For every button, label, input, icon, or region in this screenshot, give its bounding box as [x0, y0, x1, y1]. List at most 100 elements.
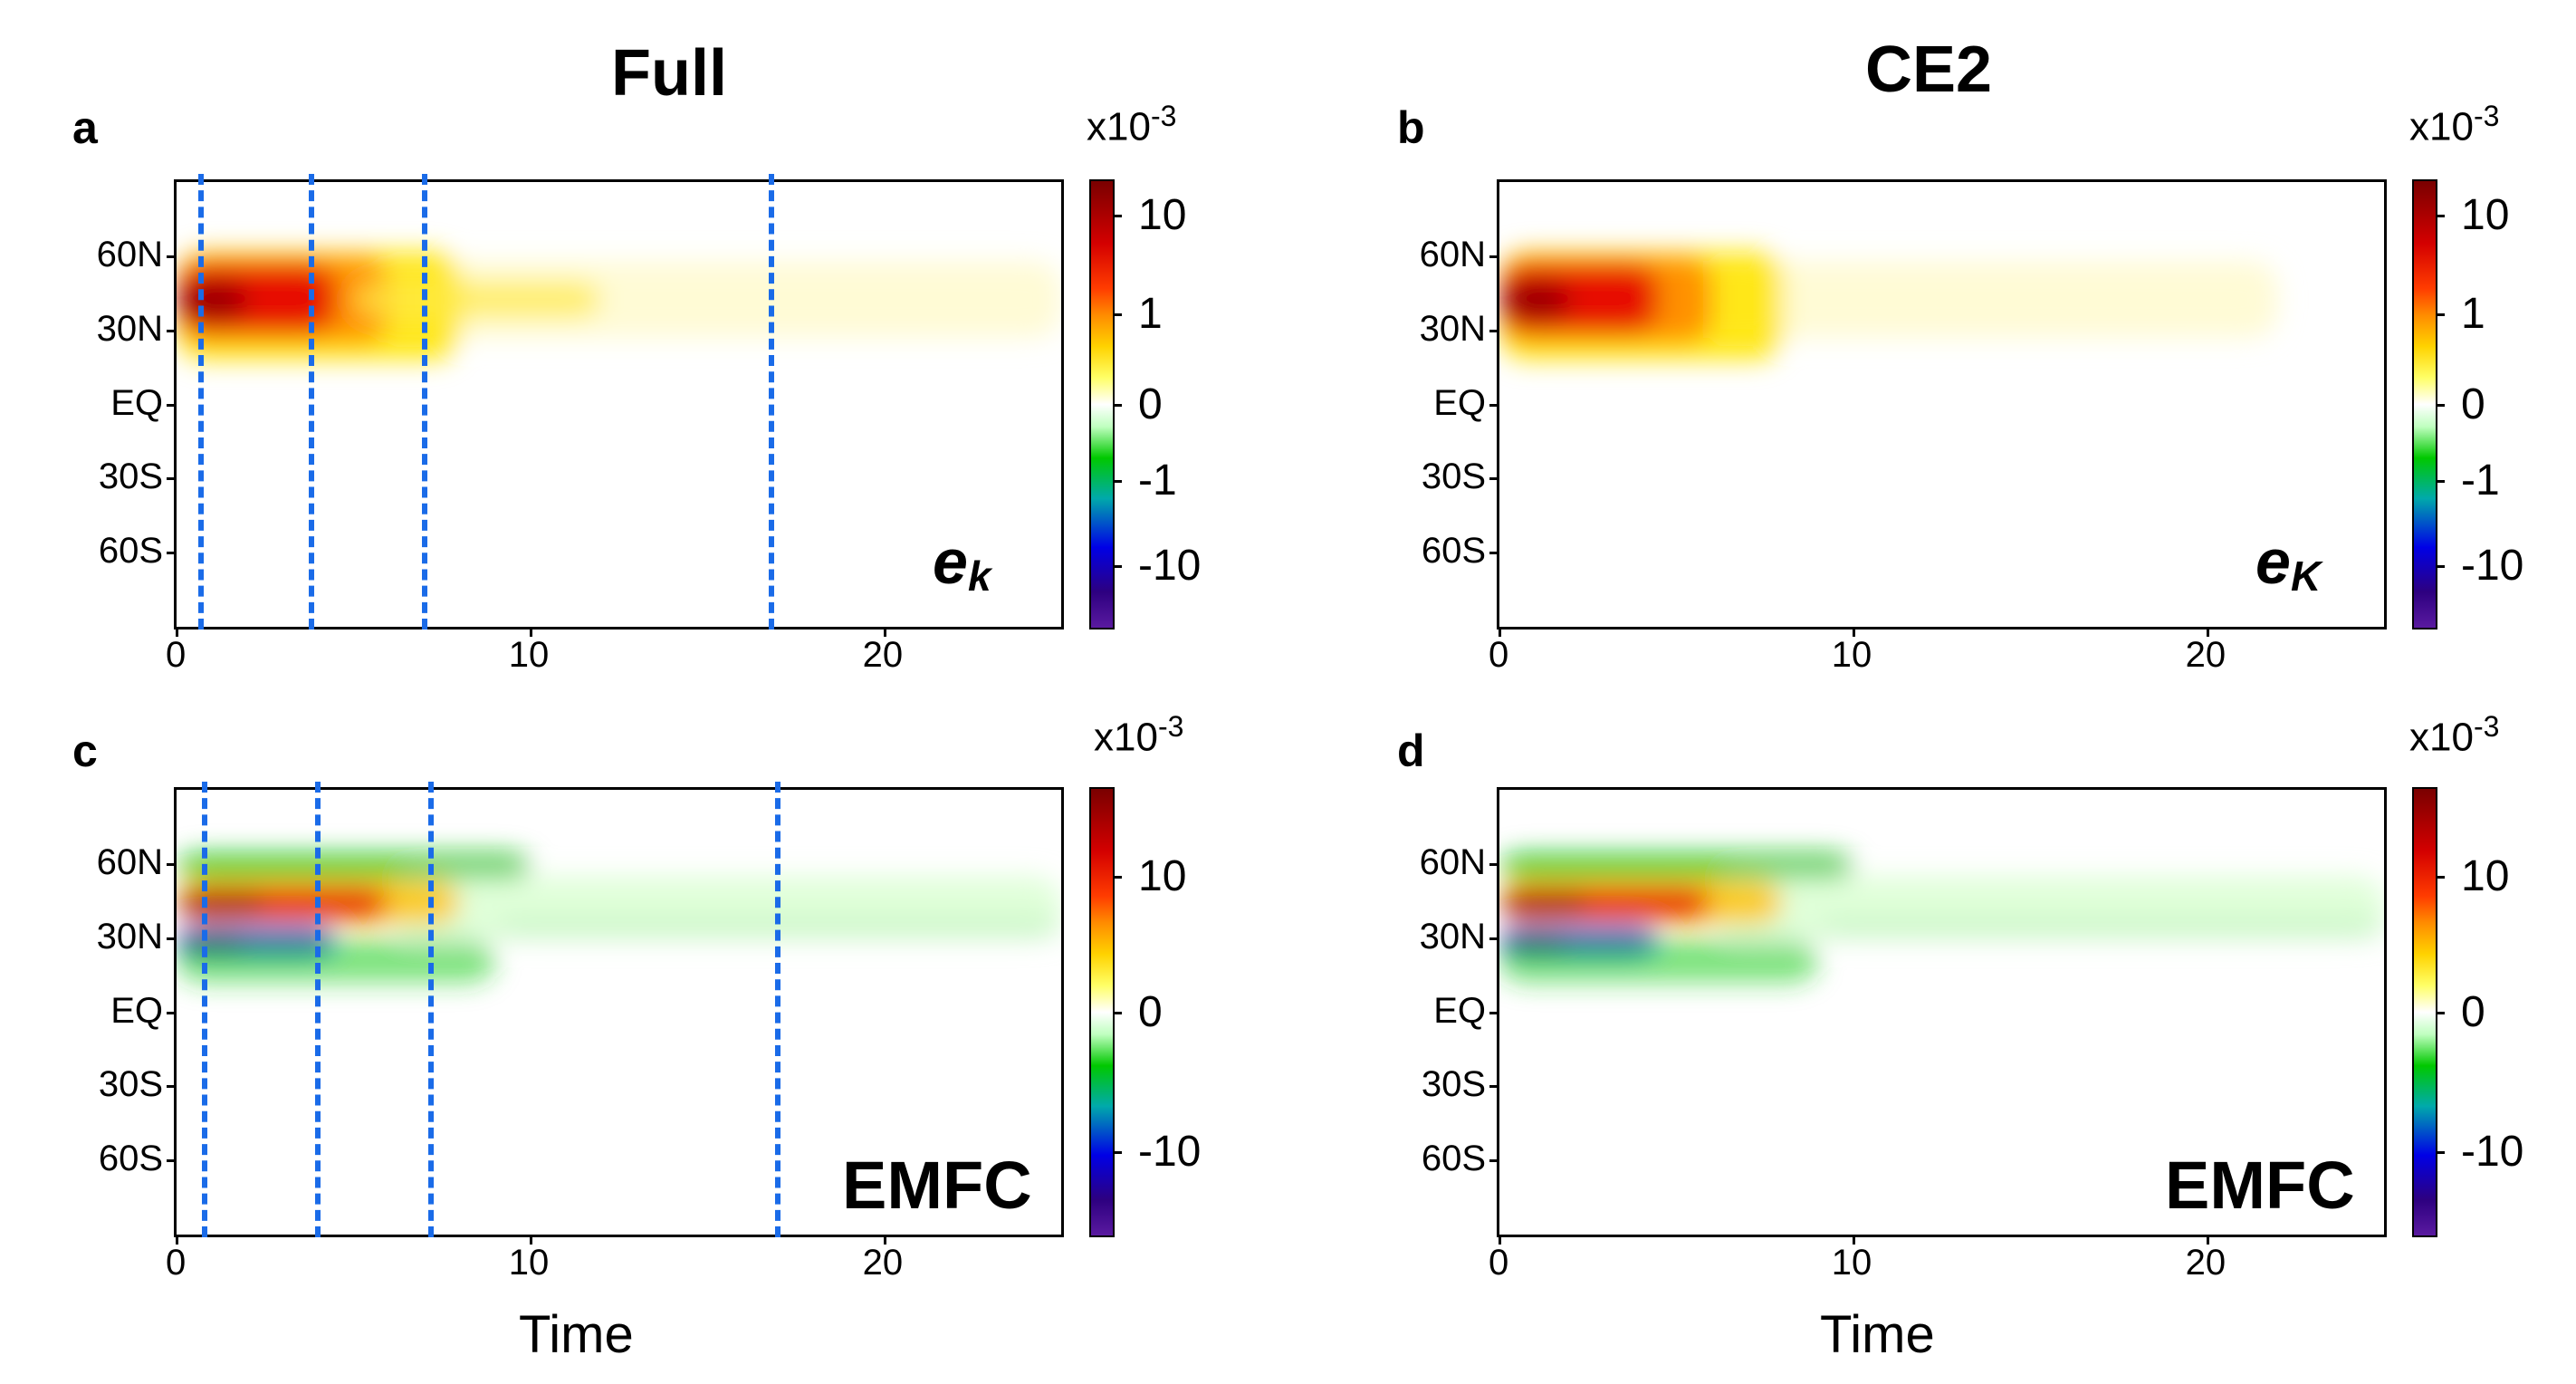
y-tick-label-d-0: 60N: [1419, 841, 1486, 882]
colorbar-exponent-b: x10-3: [2409, 100, 2499, 150]
blob-green-low: [1499, 937, 1818, 983]
colorbar-tick-mark-d-0: [2437, 876, 2445, 879]
heatmap-plot-b: [1497, 179, 2387, 630]
dashed-line-c-2: [428, 782, 435, 1237]
x-tick-mark-d-0: [1499, 1237, 1501, 1245]
blob-green-low: [177, 937, 495, 983]
colorbar-tick-c-0: 10: [1138, 852, 1187, 901]
y-tick-mark-a-3: [167, 477, 174, 481]
y-tick-label-a-2: EQ: [110, 382, 163, 423]
colorbar-tick-a-1: 1: [1138, 290, 1163, 339]
y-tick-mark-b-3: [1489, 477, 1497, 481]
colorbar-tick-b-0: 10: [2461, 190, 2510, 239]
y-tick-label-d-3: 30S: [1421, 1064, 1486, 1105]
dashed-line-c-0: [202, 782, 208, 1237]
heatmap-field-b: [1499, 251, 2278, 360]
dashed-line-a-0: [198, 174, 205, 630]
dashed-line-a-1: [308, 174, 314, 630]
x-tick-mark-a-2: [883, 630, 886, 637]
dashed-line-c-1: [315, 782, 321, 1237]
y-tick-mark-b-1: [1489, 329, 1497, 332]
annotation-main-a: e: [933, 526, 968, 597]
y-tick-label-c-3: 30S: [98, 1064, 163, 1105]
y-tick-mark-c-0: [167, 862, 174, 866]
colorbar-exponent-c: x10-3: [1094, 710, 1183, 761]
colorbar-tick-a-4: -10: [1138, 542, 1202, 591]
x-tick-label-b-1: 10: [1831, 635, 1872, 675]
y-tick-mark-d-0: [1489, 862, 1497, 866]
colorbar-tick-d-1: 0: [2461, 987, 2485, 1036]
colorbar-tick-mark-a-2: [1115, 403, 1122, 407]
panel-letter-b: b: [1397, 102, 1425, 153]
y-tick-label-a-3: 30S: [98, 457, 163, 497]
colorbar-exponent-d: x10-3: [2409, 710, 2499, 761]
colorbar-tick-b-3: -1: [2461, 456, 2500, 505]
colorbar-tick-c-1: 0: [1138, 987, 1163, 1036]
colorbar-tick-mark-d-1: [2437, 1011, 2445, 1014]
x-tick-mark-a-1: [529, 630, 532, 637]
x-tick-label-a-2: 20: [862, 635, 904, 675]
blob-green-top: [177, 853, 531, 879]
colorbar-tick-mark-a-4: [1115, 565, 1122, 569]
colorbar-tick-b-1: 1: [2461, 290, 2485, 339]
y-tick-mark-d-1: [1489, 937, 1497, 940]
x-tick-label-b-0: 0: [1489, 635, 1509, 675]
y-tick-mark-a-0: [167, 255, 174, 258]
y-tick-label-c-0: 60N: [96, 841, 163, 882]
title-ce2: CE2: [1865, 34, 1993, 106]
dashed-line-a-3: [768, 174, 774, 630]
blob-darkred: [1499, 281, 1571, 321]
dashed-line-a-2: [421, 174, 427, 630]
y-tick-label-d-1: 30N: [1419, 916, 1486, 956]
colorbar-exponent-base-b: x10: [2409, 104, 2474, 149]
x-tick-mark-b-1: [1852, 630, 1855, 637]
blob-darkred: [177, 281, 248, 321]
annotation-sub-b: K: [2290, 553, 2322, 600]
x-tick-mark-b-2: [2206, 630, 2209, 637]
annotation-a: ek: [933, 525, 991, 601]
colorbar-exponent-power-c: -3: [1157, 710, 1184, 743]
heatmap-field-d: [1499, 853, 2384, 983]
y-tick-label-b-1: 30N: [1419, 308, 1486, 349]
x-tick-mark-c-0: [176, 1237, 178, 1245]
x-tick-mark-a-0: [176, 630, 178, 637]
y-tick-label-c-1: 30N: [96, 916, 163, 956]
x-tick-label-a-1: 10: [508, 635, 550, 675]
colorbar-b: [2412, 179, 2437, 630]
colorbar-a: [1089, 179, 1115, 630]
y-tick-mark-b-4: [1489, 552, 1497, 555]
annotation-c: EMFC: [842, 1148, 1032, 1223]
y-tick-mark-c-3: [167, 1085, 174, 1089]
panel-letter-c: c: [72, 726, 98, 776]
y-tick-label-a-4: 60S: [98, 531, 163, 572]
colorbar-exponent-base-c: x10: [1094, 715, 1158, 760]
annotation-b: eK: [2255, 525, 2321, 601]
y-tick-mark-c-2: [167, 1011, 174, 1014]
y-tick-mark-d-2: [1489, 1011, 1497, 1014]
x-tick-label-b-2: 20: [2185, 635, 2226, 675]
y-tick-label-a-0: 60N: [96, 234, 163, 274]
y-tick-label-d-4: 60S: [1421, 1139, 1486, 1179]
colorbar-exponent-power-b: -3: [2473, 100, 2500, 132]
title-full: Full: [611, 37, 727, 110]
y-tick-label-d-2: EQ: [1433, 990, 1486, 1031]
blob-yellow-tail: [353, 281, 601, 319]
x-tick-label-d-2: 20: [2185, 1243, 2226, 1283]
x-tick-mark-c-1: [529, 1237, 532, 1245]
y-tick-mark-a-2: [167, 403, 174, 407]
colorbar-exponent-base-d: x10: [2409, 715, 2474, 760]
x-tick-label-c-1: 10: [508, 1243, 550, 1283]
heatmap-plot-a: [174, 179, 1064, 630]
x-axis-label-c: Time: [519, 1305, 634, 1364]
y-tick-mark-c-4: [167, 1159, 174, 1163]
blob-faint-green: [1817, 918, 2384, 938]
y-tick-label-b-4: 60S: [1421, 531, 1486, 572]
colorbar-tick-mark-a-1: [1115, 313, 1122, 317]
x-tick-label-d-1: 10: [1831, 1243, 1872, 1283]
y-tick-mark-a-4: [167, 552, 174, 555]
colorbar-d: [2412, 787, 2437, 1237]
y-tick-label-b-0: 60N: [1419, 234, 1486, 274]
colorbar-tick-mark-c-2: [1115, 1150, 1122, 1154]
blob-darkred: [1499, 893, 1588, 914]
